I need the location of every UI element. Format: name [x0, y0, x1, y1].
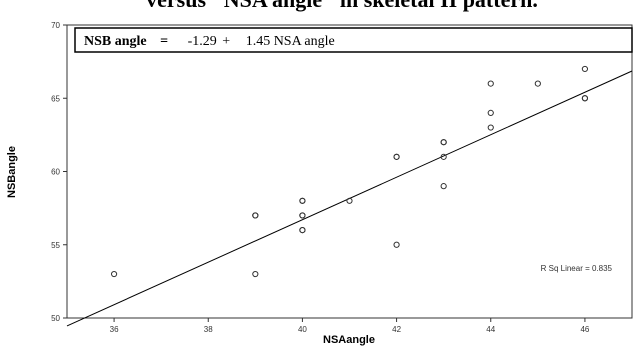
y-axis-label: NSBangle: [6, 146, 18, 198]
data-point: [487, 124, 494, 131]
y-tick-label: 70: [51, 21, 60, 30]
data-point: [346, 197, 353, 204]
data-point: [252, 270, 259, 278]
x-tick-label: 38: [204, 325, 213, 334]
data-point: [440, 139, 447, 146]
data-point: [440, 153, 447, 160]
data-point: [581, 95, 589, 102]
equation-intercept: -1.29: [188, 34, 217, 49]
equation-equals: =: [160, 34, 168, 49]
y-tick-label: 65: [51, 94, 60, 103]
equation-plus: +: [222, 34, 230, 49]
x-axis-label: NSAangle: [323, 334, 375, 346]
y-tick-label: 60: [51, 168, 60, 177]
data-points: [110, 65, 589, 278]
data-point: [252, 212, 259, 219]
x-tick-label: 44: [486, 325, 495, 334]
rsq-label: R Sq Linear = 0.835: [541, 264, 613, 273]
data-point: [299, 212, 306, 219]
equation: NSB angle = -1.29 + 1.45 NSA angle: [84, 34, 335, 49]
data-point: [299, 227, 306, 234]
data-point: [299, 197, 306, 204]
data-point: [487, 80, 494, 87]
y-tick-label: 50: [51, 314, 60, 323]
x-tick-label: 46: [580, 325, 589, 334]
caption: versus "NSA angle" in skeletal II patter…: [146, 0, 538, 12]
data-point: [487, 109, 494, 117]
x-tick-label: 42: [392, 325, 401, 334]
x-tick-label: 40: [298, 325, 307, 334]
y-tick-label: 55: [51, 241, 60, 250]
data-point: [393, 153, 400, 160]
data-point: [393, 241, 400, 248]
data-point: [581, 65, 589, 73]
data-point: [440, 183, 447, 190]
equation-right: 1.45 NSA angle: [246, 34, 335, 49]
x-axis: 36 38 40 42 44 46: [110, 318, 590, 334]
y-axis: 50 55 60 65 70: [51, 21, 67, 323]
x-tick-label: 36: [110, 325, 119, 334]
equation-left: NSB angle: [84, 34, 147, 49]
data-point: [110, 270, 118, 278]
equation-box: [74, 27, 633, 53]
data-point: [534, 80, 541, 87]
plot-area: [66, 24, 633, 319]
